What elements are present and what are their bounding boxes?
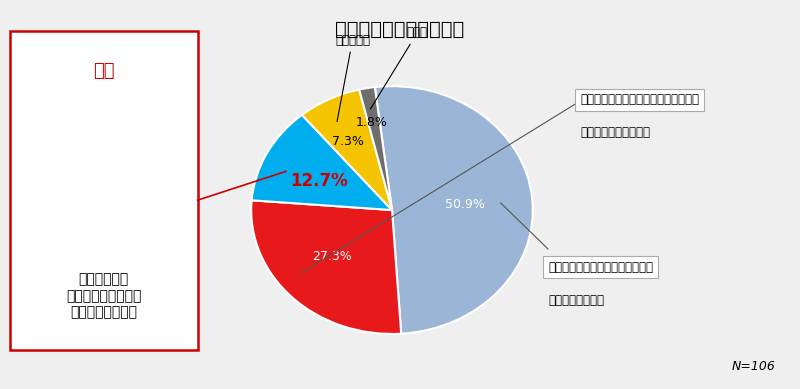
Text: 1.8%: 1.8% [355,116,387,129]
Circle shape [70,136,137,202]
Wedge shape [375,86,533,334]
Text: 12.7%: 12.7% [290,172,348,190]
Text: 27.3%: 27.3% [312,249,352,263]
Text: いつ飲んでもいい: いつ飲んでもいい [548,294,604,307]
Wedge shape [302,89,392,210]
Text: 水分補給の制限に関して: 水分補給の制限に関して [335,19,465,39]
Wedge shape [252,115,392,210]
Circle shape [53,118,154,220]
Wedge shape [251,200,402,334]
Text: 喉が渇いたら【授業時間以外は】: 喉が渇いたら【授業時間以外は】 [548,261,653,273]
Wedge shape [359,87,392,210]
Text: しか飲んではいけない: しか飲んではいけない [580,126,650,139]
Text: 決められた時間（中休み・昼休み等）: 決められた時間（中休み・昼休み等） [580,93,699,106]
Text: 7.3%: 7.3% [332,135,364,148]
Text: 喉が渇いたら
【授業時間を含め】
いつ飲んでもいい: 喉が渇いたら 【授業時間を含め】 いつ飲んでもいい [66,273,142,319]
Text: 正解: 正解 [93,62,114,80]
Text: その他: その他 [370,26,428,109]
Text: 50.9%: 50.9% [445,198,485,211]
Text: N=106: N=106 [732,361,776,373]
Circle shape [86,151,121,186]
Text: わからない: わからない [335,33,370,121]
